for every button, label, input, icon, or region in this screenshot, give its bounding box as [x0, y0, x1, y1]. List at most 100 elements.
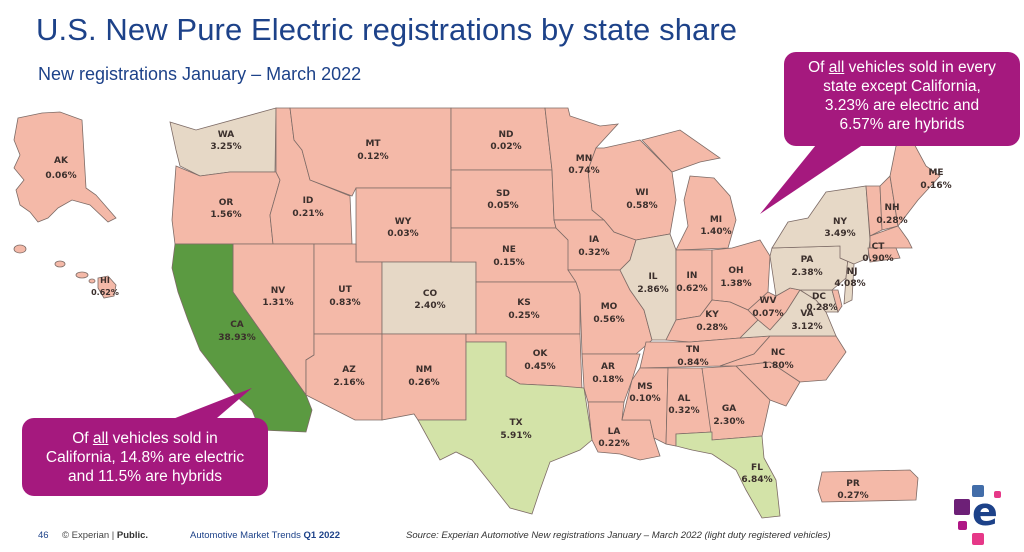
- state-labels: AK 0.06% HI 0.62% WA 3.25% OR 1.56% CA 3…: [45, 130, 951, 501]
- svg-text:0.62%: 0.62%: [676, 284, 707, 294]
- state-DE: [831, 289, 843, 313]
- svg-text:0.16%: 0.16%: [920, 181, 951, 191]
- svg-text:0.18%: 0.18%: [592, 375, 623, 385]
- state-AZ: [305, 333, 383, 421]
- svg-text:0.07%: 0.07%: [752, 309, 783, 319]
- svg-text:0.02%: 0.02%: [490, 142, 521, 152]
- svg-text:NJ: NJ: [847, 267, 858, 277]
- svg-text:0.25%: 0.25%: [508, 311, 539, 321]
- svg-text:OK: OK: [533, 349, 549, 359]
- callout-non-california: Of all vehicles sold in every state exce…: [784, 52, 1020, 146]
- svg-text:OR: OR: [219, 198, 234, 208]
- svg-text:0.26%: 0.26%: [408, 378, 439, 388]
- svg-text:5.91%: 5.91%: [500, 431, 531, 441]
- svg-text:1.80%: 1.80%: [762, 361, 793, 371]
- svg-text:6.84%: 6.84%: [741, 475, 772, 485]
- svg-text:0.10%: 0.10%: [629, 394, 660, 404]
- state-IL: [619, 233, 677, 341]
- svg-text:CA: CA: [230, 320, 244, 330]
- svg-text:WY: WY: [395, 217, 412, 227]
- page-subtitle: New registrations January – March 2022: [38, 64, 362, 84]
- svg-text:0.22%: 0.22%: [598, 439, 629, 449]
- svg-text:WA: WA: [218, 130, 235, 140]
- svg-text:2.38%: 2.38%: [791, 268, 822, 278]
- svg-text:TX: TX: [509, 418, 522, 428]
- svg-text:38.93%: 38.93%: [218, 333, 256, 343]
- svg-text:2.40%: 2.40%: [414, 301, 445, 311]
- logo-square-pink-small: [994, 491, 1001, 498]
- svg-text:1.38%: 1.38%: [720, 279, 751, 289]
- page-number: 46: [38, 530, 49, 541]
- svg-text:1.56%: 1.56%: [210, 210, 241, 220]
- svg-text:OH: OH: [728, 266, 743, 276]
- svg-text:TN: TN: [686, 345, 700, 355]
- svg-text:0.56%: 0.56%: [593, 315, 624, 325]
- svg-text:NE: NE: [502, 245, 516, 255]
- svg-text:MS: MS: [637, 382, 652, 392]
- svg-text:0.74%: 0.74%: [568, 166, 599, 176]
- report-name: Automotive Market Trends Q1 2022: [190, 530, 340, 541]
- svg-text:0.32%: 0.32%: [668, 406, 699, 416]
- svg-text:IL: IL: [648, 272, 657, 282]
- svg-text:0.28%: 0.28%: [806, 303, 837, 313]
- svg-text:MI: MI: [710, 215, 722, 225]
- territory-PR: [817, 469, 919, 503]
- state-TX: [417, 341, 593, 515]
- callout-ca-pointer: [160, 388, 252, 424]
- state-KS: [475, 281, 581, 335]
- svg-text:3.25%: 3.25%: [210, 142, 241, 152]
- svg-text:KY: KY: [705, 310, 719, 320]
- svg-text:HI: HI: [100, 276, 110, 285]
- svg-text:SD: SD: [496, 189, 510, 199]
- svg-text:LA: LA: [608, 427, 621, 437]
- svg-text:WI: WI: [635, 188, 648, 198]
- svg-text:2.16%: 2.16%: [333, 378, 364, 388]
- svg-text:0.58%: 0.58%: [626, 201, 657, 211]
- svg-text:PA: PA: [801, 255, 814, 265]
- svg-text:0.83%: 0.83%: [329, 298, 360, 308]
- svg-text:4.08%: 4.08%: [834, 279, 865, 289]
- svg-text:2.30%: 2.30%: [713, 417, 744, 427]
- svg-text:UT: UT: [338, 285, 352, 295]
- svg-text:ME: ME: [928, 168, 943, 178]
- svg-text:CT: CT: [872, 242, 886, 252]
- svg-text:NV: NV: [271, 286, 286, 296]
- svg-text:IA: IA: [589, 235, 599, 245]
- svg-text:AR: AR: [601, 362, 615, 372]
- svg-text:AL: AL: [678, 394, 691, 404]
- copyright: © Experian | Public.: [62, 530, 149, 541]
- svg-text:DC: DC: [812, 292, 826, 302]
- svg-text:0.27%: 0.27%: [837, 491, 868, 501]
- svg-text:ND: ND: [498, 130, 513, 140]
- state-SD: [450, 169, 557, 229]
- svg-text:WV: WV: [760, 296, 777, 306]
- state-LA: [587, 401, 661, 461]
- callout-top-pointer: [760, 140, 870, 214]
- svg-text:0.62%: 0.62%: [91, 288, 119, 297]
- svg-text:0.28%: 0.28%: [876, 216, 907, 226]
- logo-square-blue: [972, 485, 984, 497]
- svg-text:IN: IN: [687, 271, 698, 281]
- svg-text:MN: MN: [576, 154, 593, 164]
- svg-text:FL: FL: [751, 463, 763, 473]
- svg-text:MT: MT: [365, 139, 381, 149]
- svg-text:0.28%: 0.28%: [696, 323, 727, 333]
- source-note: Source: Experian Automotive New registra…: [406, 530, 831, 541]
- svg-text:0.06%: 0.06%: [45, 171, 76, 181]
- svg-text:VA: VA: [800, 309, 813, 319]
- svg-text:0.05%: 0.05%: [487, 201, 518, 211]
- svg-text:PR: PR: [846, 479, 860, 489]
- svg-text:KS: KS: [517, 298, 530, 308]
- state-CT: [867, 247, 901, 263]
- svg-text:0.15%: 0.15%: [493, 258, 524, 268]
- svg-text:AK: AK: [54, 156, 69, 166]
- state-HI: [13, 244, 117, 299]
- page-title: U.S. New Pure Electric registrations by …: [36, 12, 738, 47]
- svg-text:1.40%: 1.40%: [700, 227, 731, 237]
- logo-square-magenta: [958, 521, 967, 530]
- svg-text:0.21%: 0.21%: [292, 209, 323, 219]
- experian-logo: e: [952, 485, 1012, 547]
- svg-text:CO: CO: [423, 289, 438, 299]
- svg-text:NH: NH: [884, 203, 899, 213]
- svg-text:0.90%: 0.90%: [862, 254, 893, 264]
